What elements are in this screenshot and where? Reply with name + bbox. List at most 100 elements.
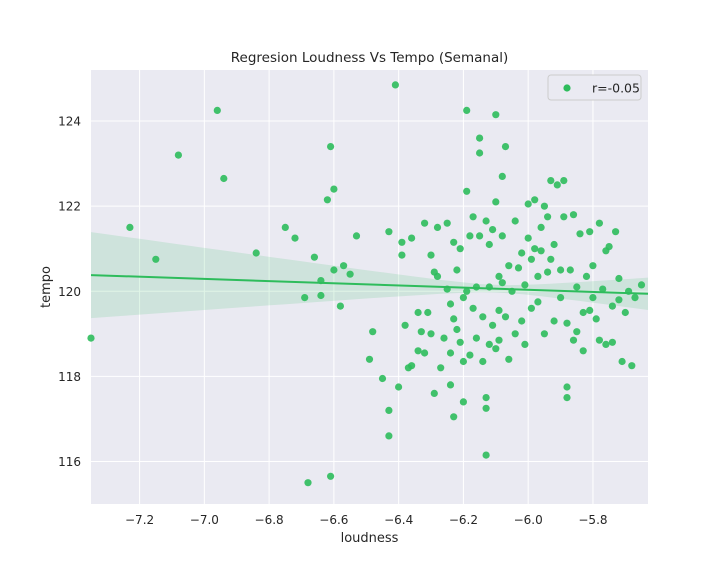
data-point — [174, 151, 182, 159]
data-point — [450, 315, 458, 323]
data-point — [323, 196, 331, 204]
data-point — [459, 294, 467, 302]
data-point — [537, 247, 545, 255]
data-point — [466, 351, 474, 359]
data-point — [126, 223, 134, 231]
data-point — [599, 285, 607, 293]
data-point — [252, 249, 260, 257]
data-point — [501, 313, 510, 321]
data-point — [495, 306, 503, 314]
y-axis-label: tempo — [39, 266, 54, 308]
data-point — [531, 196, 539, 204]
data-point — [327, 472, 335, 480]
data-point — [482, 394, 490, 402]
data-point — [489, 226, 497, 234]
data-point — [433, 272, 442, 280]
data-point — [566, 266, 574, 274]
data-point — [534, 272, 542, 280]
data-point — [421, 219, 429, 227]
data-point — [618, 357, 626, 366]
data-point — [521, 340, 529, 348]
y-tick-label: 116 — [58, 455, 81, 469]
data-point — [485, 340, 493, 348]
data-point — [553, 181, 561, 189]
x-axis-label: loudness — [341, 531, 399, 546]
data-point — [589, 262, 597, 270]
data-point — [501, 143, 510, 151]
data-point — [582, 272, 591, 280]
data-point — [427, 330, 435, 338]
data-point — [310, 253, 318, 261]
data-point — [518, 317, 526, 325]
data-point — [492, 198, 500, 206]
y-axis-ticks: 116 118 120 122 124 — [58, 115, 81, 469]
data-point — [514, 264, 523, 272]
data-point — [550, 240, 558, 249]
data-point — [637, 281, 646, 289]
data-point — [608, 302, 617, 310]
data-point — [563, 394, 571, 402]
data-point — [459, 398, 467, 406]
data-point — [482, 404, 490, 412]
data-point — [563, 319, 571, 327]
data-point — [531, 245, 539, 253]
data-point — [569, 211, 578, 219]
data-point — [534, 298, 542, 306]
y-tick-label: 120 — [58, 285, 81, 299]
y-tick-label: 118 — [58, 370, 81, 384]
data-point — [427, 251, 435, 259]
x-tick-label: −6.0 — [514, 513, 543, 527]
legend-marker — [563, 84, 571, 92]
data-point — [346, 270, 354, 278]
data-point — [330, 185, 338, 193]
confidence-band — [91, 232, 648, 319]
data-point — [414, 308, 422, 317]
data-point — [417, 328, 425, 336]
data-point — [485, 240, 493, 249]
data-point — [498, 172, 506, 180]
data-point — [492, 111, 500, 119]
data-point — [433, 223, 442, 231]
data-point — [527, 255, 536, 263]
data-point — [521, 281, 529, 289]
data-point — [479, 313, 487, 321]
data-point — [476, 134, 484, 142]
data-point — [605, 243, 613, 251]
data-point — [446, 381, 455, 389]
data-point — [482, 217, 490, 225]
data-point — [424, 308, 432, 317]
data-point — [557, 266, 565, 274]
data-point — [456, 338, 464, 346]
y-tick-label: 124 — [58, 115, 81, 129]
data-point — [437, 364, 445, 372]
data-point — [340, 262, 348, 270]
data-point — [385, 228, 393, 236]
data-point — [327, 143, 335, 151]
data-point — [595, 219, 604, 227]
data-point — [213, 106, 221, 114]
x-tick-label: −6.6 — [319, 513, 348, 527]
data-point — [395, 383, 403, 391]
data-point — [505, 355, 513, 363]
data-point — [511, 330, 519, 338]
data-point — [547, 177, 555, 185]
data-point — [579, 308, 587, 317]
data-point — [592, 315, 600, 323]
data-point — [560, 177, 568, 185]
data-point — [540, 330, 549, 338]
x-tick-label: −5.8 — [578, 513, 607, 527]
data-point — [537, 223, 545, 231]
data-point — [586, 306, 594, 314]
data-point — [589, 294, 597, 302]
data-point — [330, 266, 338, 274]
data-point — [450, 238, 458, 246]
data-point — [398, 251, 406, 259]
data-point — [456, 245, 464, 253]
regression-line — [90, 274, 649, 295]
data-point — [336, 302, 344, 310]
data-point — [479, 357, 487, 366]
data-point — [408, 362, 416, 370]
data-point — [87, 334, 95, 342]
data-point — [152, 255, 160, 263]
